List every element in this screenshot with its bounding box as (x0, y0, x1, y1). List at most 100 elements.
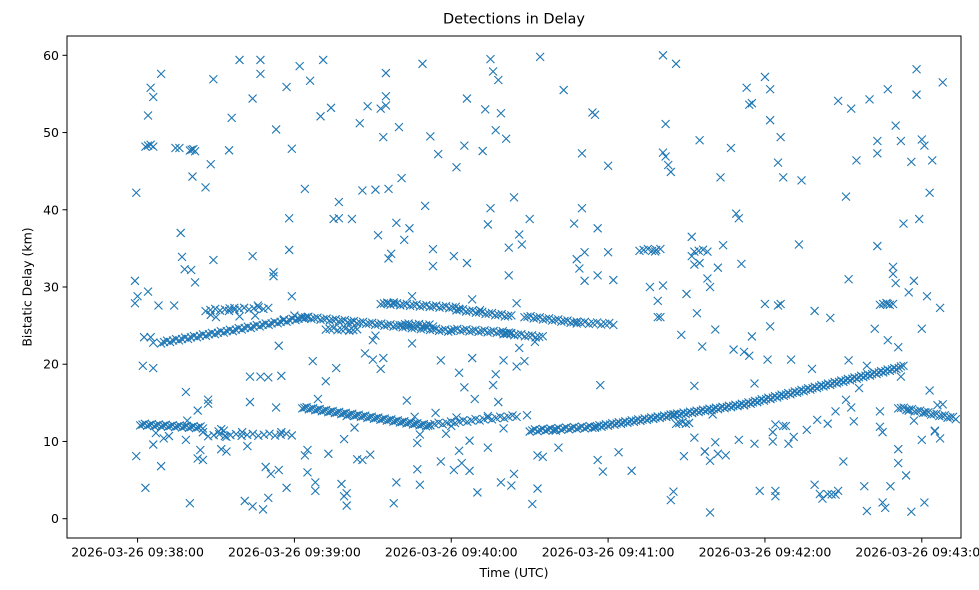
scatter-point-177 (454, 446, 464, 456)
scatter-point-167 (428, 261, 438, 271)
scatter-point-21 (164, 431, 174, 441)
track-point-290 (889, 363, 899, 373)
scatter-point-375 (893, 444, 903, 454)
scatter-point-100 (308, 356, 318, 366)
scatter-point-228 (538, 452, 548, 462)
scatter-point-389 (912, 90, 921, 100)
track-point-552 (141, 142, 150, 151)
track-point-471 (484, 309, 494, 318)
scatter-point-80 (271, 125, 281, 134)
scatter-point-214 (509, 469, 519, 479)
scatter-point-129 (365, 450, 375, 459)
x-tick-label-3: 2026-03-26 09:41:00 (542, 545, 675, 560)
scatter-point-66 (248, 94, 257, 103)
y-tick-label-5: 50 (43, 125, 59, 140)
scatter-point-273 (689, 433, 699, 442)
scatter-point-142 (384, 184, 393, 194)
scatter-point-248 (608, 275, 618, 285)
scatter-point-193 (483, 411, 493, 421)
scatter-point-382 (904, 406, 914, 415)
track-point-530 (254, 302, 264, 312)
scatter-point-56 (224, 306, 234, 316)
scatter-point-24 (175, 143, 184, 153)
scatter-point-293 (726, 143, 736, 153)
track-point-428 (415, 302, 425, 311)
scatter-point-147 (389, 298, 399, 307)
scatter-point-148 (391, 478, 401, 487)
track-point-248 (797, 385, 806, 395)
scatter-point-153 (402, 396, 412, 405)
scatter-point-149 (391, 218, 401, 228)
scatter-point-372 (891, 278, 901, 288)
track-point-269 (843, 374, 853, 384)
track-point-322 (174, 336, 184, 345)
scatter-point-179 (457, 458, 467, 468)
scatter-point-272 (689, 260, 699, 269)
scatter-point-396 (920, 407, 929, 417)
scatter-point-344 (841, 395, 851, 405)
scatter-point-250 (627, 466, 637, 476)
scatter-point-384 (906, 507, 916, 517)
scatter-point-163 (420, 201, 430, 211)
scatter-point-194 (483, 220, 493, 229)
track-point-239 (777, 390, 786, 399)
track-point-281 (869, 368, 879, 378)
track-point-295 (896, 403, 906, 413)
scatter-point-223 (527, 499, 537, 509)
scatter-point-102 (310, 486, 320, 496)
scatter-point-122 (350, 423, 359, 432)
scatter-point-3 (130, 298, 140, 308)
scatter-point-12 (148, 92, 158, 102)
scatter-point-146 (389, 498, 399, 508)
track-point-224 (744, 398, 753, 407)
track-point-18 (177, 423, 187, 432)
scatter-point-359 (872, 149, 882, 158)
scatter-point-198 (488, 67, 498, 76)
y-tick-label-3: 30 (43, 280, 59, 295)
scatter-point-58 (235, 311, 244, 321)
scatter-point-406 (938, 77, 948, 87)
scatter-point-336 (815, 489, 825, 499)
scatter-point-33 (186, 265, 196, 275)
scatter-point-251 (645, 282, 655, 292)
scatter-point-152 (399, 235, 409, 245)
scatter-point-343 (838, 457, 848, 466)
scatter-point-263 (666, 495, 676, 505)
scatter-point-301 (744, 100, 754, 110)
x-tick-label-5: 2026-03-26 09:43:00 (855, 545, 979, 560)
scatter-point-40 (201, 182, 210, 192)
scatter-point-380 (899, 219, 908, 229)
track-point-536 (407, 321, 417, 330)
scatter-point-94 (295, 61, 305, 71)
track-point-272 (850, 372, 859, 382)
scatter-point-162 (418, 59, 427, 69)
scatter-point-116 (342, 411, 352, 421)
scatter-point-15 (131, 451, 141, 461)
track-point-30 (214, 429, 224, 439)
scatter-point-75 (263, 493, 273, 503)
track-point-503 (520, 331, 530, 341)
scatter-point-315 (768, 437, 778, 446)
scatter-point-322 (776, 299, 786, 309)
scatter-point-108 (326, 103, 336, 113)
scatter-point-360 (872, 136, 882, 146)
scatter-point-197 (486, 54, 495, 64)
track-point-444 (455, 326, 465, 336)
scatter-point-154 (405, 223, 414, 233)
scatter-point-254 (653, 296, 663, 306)
scatter-point-92 (287, 144, 297, 154)
scatter-point-393 (917, 135, 927, 144)
scatter-point-230 (554, 443, 563, 453)
scatter-point-364 (878, 427, 887, 437)
scatter-point-340 (831, 406, 840, 416)
scatter-point-25 (176, 228, 186, 238)
scatter-point-335 (812, 415, 822, 425)
scatter-point-300 (742, 83, 752, 93)
scatter-point-74 (261, 462, 271, 472)
track-point-15 (170, 422, 180, 432)
x-tick-label-0: 2026-03-26 09:38:00 (71, 545, 204, 560)
scatter-point-176 (452, 413, 461, 422)
track-point-233 (763, 393, 773, 403)
scatter-point-157 (410, 412, 420, 422)
